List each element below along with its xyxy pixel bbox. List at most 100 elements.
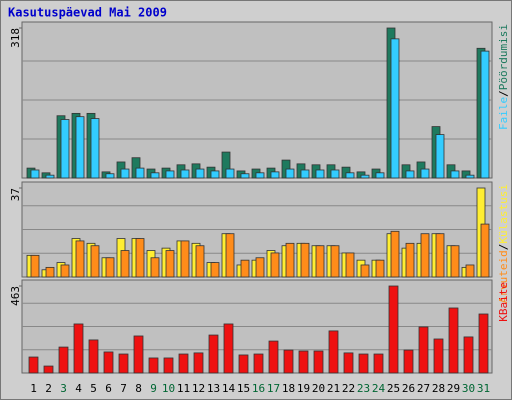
bar bbox=[375, 172, 385, 179]
x-tick-label: 30 bbox=[462, 382, 475, 395]
bar bbox=[90, 245, 100, 278]
x-tick-label: 6 bbox=[105, 382, 112, 395]
bar bbox=[253, 353, 264, 374]
bar bbox=[375, 259, 385, 278]
bar bbox=[210, 262, 220, 278]
bar bbox=[148, 357, 159, 374]
legend-entry: Faile bbox=[497, 97, 510, 130]
bar bbox=[195, 245, 205, 278]
y-tick-label: 463 bbox=[9, 286, 22, 306]
x-tick-label: 26 bbox=[402, 382, 415, 395]
legend: Arvuteid/Külastusi bbox=[497, 184, 510, 303]
bar bbox=[30, 254, 40, 278]
x-tick-label: 7 bbox=[120, 382, 127, 395]
bar bbox=[178, 353, 189, 374]
legend-separator: / bbox=[497, 90, 510, 97]
bar bbox=[150, 257, 160, 278]
bar bbox=[403, 349, 414, 374]
bar bbox=[180, 240, 190, 278]
bar bbox=[313, 350, 324, 374]
bar bbox=[343, 352, 354, 374]
bar bbox=[135, 238, 145, 278]
bar bbox=[255, 172, 265, 179]
x-tick-label: 5 bbox=[90, 382, 97, 395]
x-tick-label: 25 bbox=[387, 382, 400, 395]
bar bbox=[418, 326, 429, 374]
bar bbox=[88, 339, 99, 374]
x-tick-label: 14 bbox=[222, 382, 236, 395]
bar bbox=[435, 134, 445, 179]
bar bbox=[120, 168, 130, 179]
bar bbox=[330, 169, 340, 179]
bar bbox=[315, 245, 325, 278]
bar bbox=[360, 174, 370, 179]
bar bbox=[118, 353, 129, 374]
bar bbox=[285, 168, 295, 179]
x-tick-label: 18 bbox=[282, 382, 295, 395]
bar bbox=[75, 116, 85, 179]
bar bbox=[30, 169, 40, 179]
bar bbox=[390, 38, 400, 179]
bar bbox=[193, 352, 204, 374]
bar bbox=[255, 257, 265, 278]
bar bbox=[105, 257, 115, 278]
bar bbox=[165, 170, 175, 179]
x-tick-label: 28 bbox=[432, 382, 445, 395]
bar bbox=[195, 168, 205, 179]
bar bbox=[270, 252, 280, 278]
bar bbox=[463, 336, 474, 374]
bar bbox=[390, 230, 400, 278]
x-tick-label: 12 bbox=[192, 382, 205, 395]
x-tick-label: 10 bbox=[162, 382, 175, 395]
bar bbox=[105, 173, 115, 179]
bar bbox=[480, 50, 490, 179]
bar bbox=[450, 170, 460, 179]
x-tick-label: 23 bbox=[357, 382, 370, 395]
bar bbox=[133, 335, 144, 374]
bar bbox=[300, 242, 310, 278]
legend-entry: Pöördumisi bbox=[497, 24, 510, 90]
bar bbox=[150, 172, 160, 179]
bar bbox=[210, 170, 220, 179]
bar bbox=[73, 323, 84, 374]
bar bbox=[270, 171, 280, 179]
bar bbox=[103, 351, 114, 374]
bar bbox=[435, 233, 445, 278]
bar bbox=[240, 259, 250, 278]
bar bbox=[58, 346, 69, 374]
x-tick-label: 27 bbox=[417, 382, 430, 395]
bar bbox=[405, 242, 415, 278]
x-tick-label: 16 bbox=[252, 382, 265, 395]
bar bbox=[45, 266, 55, 278]
bar bbox=[43, 365, 54, 374]
bar bbox=[345, 252, 355, 278]
x-tick-label: 1 bbox=[30, 382, 37, 395]
bar bbox=[478, 313, 489, 374]
bar bbox=[60, 119, 70, 179]
x-tick-label: 22 bbox=[342, 382, 355, 395]
bar bbox=[60, 264, 70, 278]
bar bbox=[345, 172, 355, 179]
bar bbox=[135, 167, 145, 179]
bar bbox=[450, 245, 460, 278]
bar bbox=[358, 353, 369, 374]
bar bbox=[28, 356, 39, 374]
bar bbox=[240, 173, 250, 179]
bar bbox=[90, 118, 100, 179]
bar bbox=[120, 250, 130, 278]
bar bbox=[238, 354, 249, 374]
bar bbox=[75, 240, 85, 278]
x-tick-label: 8 bbox=[135, 382, 142, 395]
x-tick-label: 15 bbox=[237, 382, 250, 395]
bar bbox=[268, 340, 279, 374]
legend-entry: Arvuteid bbox=[497, 250, 510, 303]
bar bbox=[388, 285, 399, 374]
bar bbox=[405, 170, 415, 179]
bar bbox=[465, 174, 475, 179]
x-tick-label: 4 bbox=[75, 382, 82, 395]
legend: Faile/Pöördumisi bbox=[497, 24, 510, 130]
bar bbox=[165, 250, 175, 278]
x-tick-label: 31 bbox=[477, 382, 490, 395]
legend-separator: / bbox=[497, 244, 510, 251]
